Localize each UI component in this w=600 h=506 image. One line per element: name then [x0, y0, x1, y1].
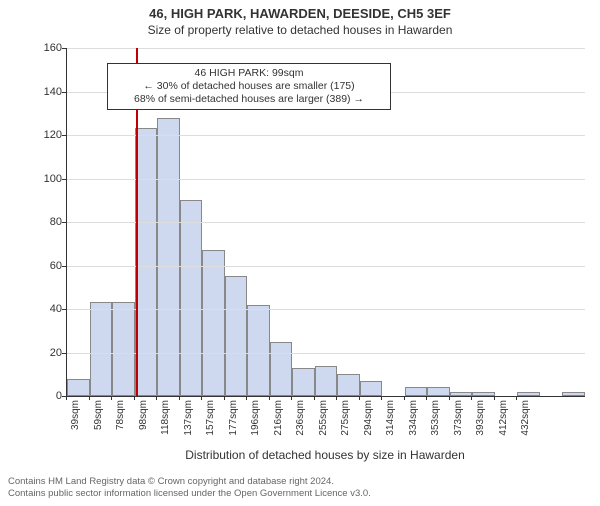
- x-tick-mark: [494, 396, 495, 400]
- x-tick-mark: [426, 396, 427, 400]
- histogram-bar: [292, 368, 315, 396]
- x-tick-mark: [89, 396, 90, 400]
- x-tick-label: 137sqm: [183, 400, 194, 450]
- x-tick-mark: [156, 396, 157, 400]
- gridline: [67, 135, 585, 136]
- histogram-bar: [247, 305, 270, 396]
- x-tick-mark: [471, 396, 472, 400]
- x-tick-label: 412sqm: [498, 400, 509, 450]
- gridline: [67, 309, 585, 310]
- histogram-bar: [225, 276, 248, 396]
- x-tick-mark: [201, 396, 202, 400]
- annotation-line2: ← 30% of detached houses are smaller (17…: [114, 80, 384, 93]
- histogram-bar: [135, 128, 158, 396]
- x-tick-mark: [224, 396, 225, 400]
- histogram-bar: [562, 392, 585, 396]
- x-tick-label: 59sqm: [93, 400, 104, 450]
- x-tick-label: 118sqm: [160, 400, 171, 450]
- y-tick-label: 20: [32, 347, 62, 359]
- x-tick-label: 432sqm: [520, 400, 531, 450]
- gridline: [67, 266, 585, 267]
- histogram-bar: [315, 366, 338, 396]
- gridline: [67, 353, 585, 354]
- x-tick-label: 216sqm: [273, 400, 284, 450]
- x-tick-label: 196sqm: [250, 400, 261, 450]
- histogram-bar: [180, 200, 203, 396]
- histogram-bar: [337, 374, 360, 396]
- x-tick-label: 334sqm: [408, 400, 419, 450]
- histogram-bar: [270, 342, 293, 396]
- x-tick-label: 373sqm: [453, 400, 464, 450]
- x-tick-label: 353sqm: [430, 400, 441, 450]
- x-tick-label: 177sqm: [228, 400, 239, 450]
- x-tick-mark: [404, 396, 405, 400]
- y-tick-mark: [62, 92, 66, 93]
- histogram-bar: [405, 387, 428, 396]
- x-tick-mark: [111, 396, 112, 400]
- x-axis-label: Distribution of detached houses by size …: [66, 448, 584, 462]
- x-tick-mark: [359, 396, 360, 400]
- y-tick-label: 120: [32, 129, 62, 141]
- page-subtitle: Size of property relative to detached ho…: [0, 23, 600, 37]
- histogram-bar: [517, 392, 540, 396]
- histogram-bar: [202, 250, 225, 396]
- y-tick-label: 160: [32, 42, 62, 54]
- footer-line2: Contains public sector information licen…: [8, 488, 371, 500]
- x-tick-label: 275sqm: [340, 400, 351, 450]
- y-tick-label: 100: [32, 173, 62, 185]
- x-tick-label: 294sqm: [363, 400, 374, 450]
- histogram-bar: [427, 387, 450, 396]
- plot-area: 46 HIGH PARK: 99sqm ← 30% of detached ho…: [66, 48, 585, 397]
- x-tick-mark: [381, 396, 382, 400]
- x-tick-mark: [449, 396, 450, 400]
- x-tick-mark: [314, 396, 315, 400]
- histogram-bar: [472, 392, 495, 396]
- footer-line1: Contains HM Land Registry data © Crown c…: [8, 476, 371, 488]
- annotation-line3: 68% of semi-detached houses are larger (…: [114, 93, 384, 106]
- x-tick-label: 393sqm: [475, 400, 486, 450]
- y-tick-label: 140: [32, 86, 62, 98]
- histogram-bar: [67, 379, 90, 396]
- x-tick-mark: [66, 396, 67, 400]
- x-tick-label: 39sqm: [70, 400, 81, 450]
- y-tick-mark: [62, 48, 66, 49]
- x-tick-label: 98sqm: [138, 400, 149, 450]
- chart-area: Number of detached properties 46 HIGH PA…: [44, 48, 584, 428]
- histogram-bar: [450, 392, 473, 396]
- y-tick-label: 80: [32, 216, 62, 228]
- y-tick-mark: [62, 135, 66, 136]
- x-tick-mark: [291, 396, 292, 400]
- x-tick-label: 78sqm: [115, 400, 126, 450]
- y-tick-mark: [62, 222, 66, 223]
- histogram-bar: [360, 381, 383, 396]
- histogram-bar: [112, 302, 135, 396]
- y-tick-label: 60: [32, 260, 62, 272]
- x-tick-mark: [179, 396, 180, 400]
- y-tick-mark: [62, 309, 66, 310]
- x-tick-label: 236sqm: [295, 400, 306, 450]
- y-tick-mark: [62, 179, 66, 180]
- x-tick-label: 157sqm: [205, 400, 216, 450]
- y-tick-mark: [62, 353, 66, 354]
- y-tick-mark: [62, 266, 66, 267]
- x-tick-mark: [269, 396, 270, 400]
- x-tick-mark: [516, 396, 517, 400]
- y-tick-label: 0: [32, 390, 62, 402]
- x-tick-label: 255sqm: [318, 400, 329, 450]
- x-tick-mark: [246, 396, 247, 400]
- x-tick-mark: [336, 396, 337, 400]
- histogram-bar: [90, 302, 113, 396]
- y-tick-label: 40: [32, 303, 62, 315]
- annotation-line1: 46 HIGH PARK: 99sqm: [114, 67, 384, 80]
- gridline: [67, 48, 585, 49]
- x-tick-mark: [134, 396, 135, 400]
- page-title: 46, HIGH PARK, HAWARDEN, DEESIDE, CH5 3E…: [0, 6, 600, 21]
- histogram-bar: [157, 118, 180, 396]
- annotation-box: 46 HIGH PARK: 99sqm ← 30% of detached ho…: [107, 63, 391, 110]
- x-tick-label: 314sqm: [385, 400, 396, 450]
- footer-attribution: Contains HM Land Registry data © Crown c…: [8, 476, 371, 500]
- gridline: [67, 179, 585, 180]
- gridline: [67, 222, 585, 223]
